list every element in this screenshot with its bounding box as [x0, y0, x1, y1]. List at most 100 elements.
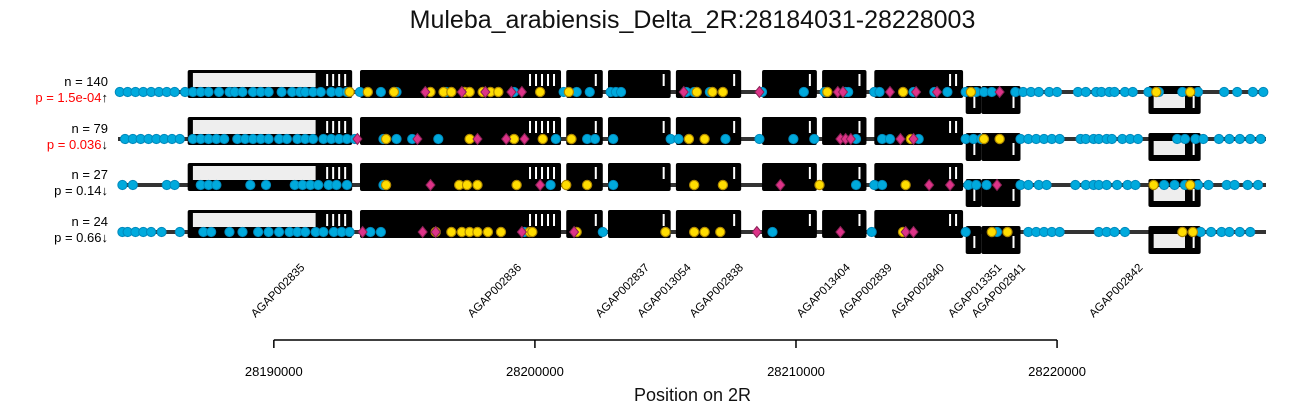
variant-nonsynonymous	[845, 132, 856, 146]
gene-exon	[762, 117, 817, 145]
x-axis-label: Position on 2R	[633, 385, 752, 405]
variant-synonymous	[660, 226, 671, 238]
variant-neutral	[1179, 133, 1191, 145]
variant-neutral	[971, 179, 982, 191]
variant-synonymous	[534, 86, 546, 98]
variant-neutral	[245, 179, 256, 191]
variant-synonymous	[822, 86, 833, 98]
gene-intron-mark	[949, 167, 952, 179]
gene-label: AGAP002835	[249, 262, 307, 320]
gene-intron-mark	[535, 121, 538, 133]
variant-neutral	[1242, 179, 1253, 191]
variant-neutral	[1198, 133, 1209, 145]
variant-nonsynonymous	[506, 85, 517, 99]
gene-intron-mark	[1192, 236, 1195, 248]
variant-neutral	[767, 226, 778, 238]
gene-intron-mark	[955, 121, 958, 133]
gene-intron-mark	[547, 167, 550, 179]
variant-neutral	[211, 179, 222, 191]
gene-utr	[192, 213, 316, 227]
x-tick-label: 28190000	[245, 364, 303, 379]
variant-synonymous	[691, 86, 702, 98]
gene-exon	[359, 163, 562, 191]
gene-utr	[192, 166, 316, 180]
variant-neutral	[169, 86, 180, 98]
p-value: p = 1.5e-04↑	[35, 90, 108, 105]
p-value: p = 0.66↓	[54, 230, 108, 245]
variant-neutral	[589, 133, 601, 145]
variant-nonsynonymous	[931, 85, 943, 99]
gene-intron-mark	[529, 167, 532, 179]
variant-synonymous	[1187, 226, 1199, 238]
gene-intron-mark	[541, 167, 544, 179]
gene-intron-mark	[808, 121, 811, 133]
gene-intron-mark	[662, 167, 665, 179]
gene-intron-mark	[973, 189, 976, 201]
gene-intron-mark	[808, 74, 811, 86]
variant-nonsynonymous	[412, 132, 423, 146]
gene-intron-mark	[1012, 143, 1015, 155]
gene-intron-mark	[547, 74, 550, 86]
row-label: n = 79 p = 0.036↓	[0, 121, 108, 153]
variant-neutral	[1127, 86, 1138, 98]
variant-neutral	[673, 133, 684, 145]
gene-intron-mark	[332, 214, 335, 226]
variant-nonsynonymous	[900, 225, 911, 239]
variant-nonsynonymous	[944, 178, 956, 192]
variant-synonymous	[707, 86, 718, 98]
gene-intron-mark	[332, 74, 335, 86]
gene-exon	[566, 163, 603, 191]
variant-neutral	[1023, 179, 1034, 191]
variant-neutral	[224, 226, 235, 238]
gene-intron-mark	[973, 96, 976, 108]
variant-nonsynonymous	[534, 178, 546, 192]
gene-intron-mark	[949, 121, 952, 133]
variant-neutral	[281, 133, 292, 145]
variant-nonsynonymous	[357, 225, 368, 239]
variant-synonymous	[978, 133, 990, 145]
variant-neutral	[608, 179, 619, 191]
variant-synonymous	[1151, 86, 1162, 98]
variant-neutral	[1054, 133, 1065, 145]
gene-utr	[192, 73, 316, 87]
gene-intron-mark	[326, 74, 329, 86]
variant-neutral	[1224, 226, 1235, 238]
variant-neutral	[874, 86, 885, 98]
variant-nonsynonymous	[994, 85, 1005, 99]
gene-intron-mark	[949, 74, 952, 86]
variant-nonsynonymous	[678, 85, 689, 99]
gene-intron-mark	[338, 167, 341, 179]
variant-neutral	[1054, 226, 1065, 238]
variant-neutral	[884, 133, 896, 145]
gene-label: AGAP002836	[466, 262, 524, 320]
variant-synonymous	[900, 179, 911, 191]
variant-neutral	[550, 133, 561, 145]
variant-neutral	[237, 226, 248, 238]
sample-count: n = 140	[64, 74, 108, 89]
variant-neutral	[788, 133, 799, 145]
gene-exon	[762, 70, 817, 98]
gene-intron-mark	[808, 167, 811, 179]
gene-intron-mark	[535, 167, 538, 179]
variant-synonymous	[994, 133, 1005, 145]
gene-utr	[1153, 141, 1185, 155]
variant-neutral	[1051, 86, 1063, 98]
variant-synonymous	[814, 179, 825, 191]
variant-neutral	[318, 226, 329, 238]
variant-neutral	[1234, 133, 1245, 145]
variant-synonymous	[581, 179, 593, 191]
variant-nonsynonymous	[516, 85, 528, 99]
variant-neutral	[253, 226, 264, 238]
variant-neutral	[1041, 179, 1052, 191]
gene-intron-mark	[344, 121, 347, 133]
variant-neutral	[1106, 133, 1117, 145]
variant-synonymous	[688, 179, 700, 191]
gene-intron-mark	[955, 74, 958, 86]
variant-neutral	[117, 179, 128, 191]
variant-neutral	[720, 133, 731, 145]
variant-synonymous	[493, 86, 504, 98]
variant-nonsynonymous	[837, 85, 849, 99]
variant-synonymous	[380, 179, 392, 191]
variant-neutral	[375, 86, 386, 98]
variant-synonymous	[388, 86, 400, 98]
